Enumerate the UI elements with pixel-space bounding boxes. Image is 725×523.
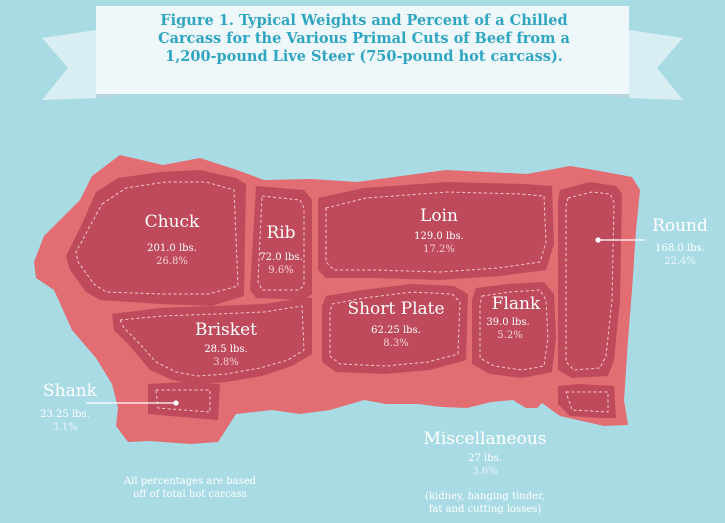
- chuck-percent: 26.8%: [156, 256, 188, 267]
- miscellaneous-weight: 27 lbs.: [468, 453, 502, 464]
- chuck-weight: 201.0 lbs.: [147, 243, 197, 254]
- rib-percent: 9.6%: [268, 265, 294, 276]
- short-plate-weight: 62.25 lbs.: [371, 325, 421, 336]
- cut-flank: [472, 282, 556, 378]
- loin-weight: 129.0 lbs.: [414, 231, 464, 242]
- cut-brisket: [112, 298, 312, 384]
- short-plate-percent: 8.3%: [383, 338, 409, 349]
- round-label: Round: [652, 216, 708, 236]
- banner-ribbon-right: [629, 30, 683, 100]
- seam-short-plate: [329, 291, 461, 367]
- brisket-label: Brisket: [195, 320, 257, 340]
- round-weight: 168.0 lbs.: [655, 243, 705, 254]
- brisket-weight: 28.5 lbs.: [204, 344, 248, 355]
- cut-loin: [318, 182, 554, 280]
- shank-weight: 23.25 lbs.: [40, 409, 90, 420]
- seam-loin: [325, 191, 547, 273]
- seam-round: [565, 191, 615, 371]
- figure-title: Figure 1. Typical Weights and Percent of…: [110, 12, 618, 66]
- leader-shank-dot: [173, 400, 179, 406]
- flank-percent: 5.2%: [497, 330, 523, 341]
- seam-shank: [155, 389, 211, 413]
- cut-chuck: [66, 170, 246, 306]
- chuck-label: Chuck: [144, 212, 200, 232]
- footnote-line-1: All percentages are based: [123, 476, 257, 487]
- miscellaneous-note-line-1: (kidney, hanging tinder,: [425, 491, 545, 502]
- cut-round: [558, 182, 622, 378]
- leader-round-dot: [595, 237, 601, 243]
- shank-label: Shank: [43, 381, 97, 401]
- brisket-percent: 3.8%: [213, 357, 239, 368]
- seam-flank: [479, 289, 549, 371]
- miscellaneous-note-line-2: fat and cutting losses): [428, 504, 542, 515]
- cut-shank: [148, 382, 220, 420]
- figure-title-line-3: 1,200-pound Live Steer (750-pound hot ca…: [165, 48, 563, 65]
- seam-miscellaneous: [565, 391, 609, 413]
- title-banner: [96, 6, 629, 94]
- figure-title-line-1: Figure 1. Typical Weights and Percent of…: [160, 12, 568, 29]
- shank-percent: 3.1%: [52, 422, 78, 433]
- flank-weight: 39.0 lbs.: [486, 317, 530, 328]
- cut-rib: [250, 186, 312, 300]
- miscellaneous-percent: 3.6%: [472, 466, 498, 477]
- loin-label: Loin: [420, 206, 458, 226]
- short-plate-label: Short Plate: [347, 299, 445, 319]
- seam-chuck: [75, 181, 239, 295]
- seam-rib: [257, 195, 305, 291]
- miscellaneous-label: Miscellaneous: [423, 429, 547, 449]
- loin-percent: 17.2%: [423, 244, 455, 255]
- cut-short-plate: [322, 284, 468, 374]
- banner-ribbon-left: [42, 30, 96, 100]
- footnote-line-2: off of total hot carcass: [133, 489, 247, 500]
- rib-weight: 72.0 lbs.: [259, 252, 303, 263]
- rib-label: Rib: [266, 223, 296, 243]
- flank-label: Flank: [491, 294, 541, 314]
- round-percent: 22.4%: [664, 256, 696, 267]
- figure-title-line-2: Carcass for the Various Primal Cuts of B…: [158, 30, 570, 47]
- seam-brisket: [119, 305, 305, 377]
